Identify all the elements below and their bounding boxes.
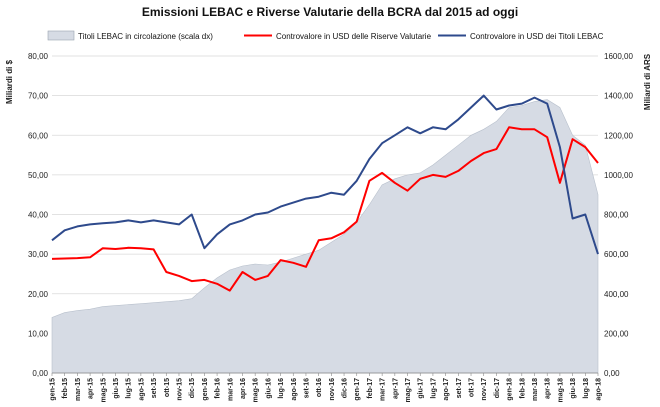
x-tick-label: mag-15: [100, 378, 107, 403]
x-tick-label: dic-15: [189, 378, 196, 398]
x-tick-label: giu-15: [113, 378, 120, 399]
y-left-tick-label: 70,00: [28, 92, 49, 101]
y-left-tick-label: 10,00: [28, 329, 49, 338]
x-tick-label: ago-16: [291, 378, 298, 401]
y-right-tick-label: 1200,00: [604, 131, 633, 140]
y-axis-right: 0,00 200,00 400,00 600,00 800,00 1000,00 1200,…: [604, 52, 633, 378]
x-tick-label: mar-18: [532, 378, 539, 401]
x-tick-label: ott-16: [316, 378, 323, 397]
x-tick-label: set-15: [151, 378, 158, 398]
legend-label-lebac-usd: Controvalore in USD dei Titoli LEBAC: [470, 32, 604, 41]
x-tick-label: giu-16: [265, 378, 272, 399]
x-tick-label: lug-18: [583, 378, 590, 399]
legend: Titoli LEBAC in circolazione (scala dx) …: [47, 30, 604, 41]
x-tick-label: gen-18: [507, 378, 514, 401]
x-tick-label: feb-17: [367, 378, 374, 399]
x-tick-label: nov-16: [329, 378, 336, 401]
x-tick-label: gen-15: [50, 378, 57, 401]
line-layer: [51, 94, 599, 292]
x-tick-label: lug-16: [278, 378, 285, 399]
x-tick-label: apr-15: [88, 378, 95, 399]
x-tick-label: ago-17: [443, 378, 450, 401]
x-tick-label: mag-18: [557, 378, 564, 403]
series-line-lebac-usd: [51, 94, 599, 255]
y-left-tick-label: 40,00: [28, 211, 49, 220]
y-right-tick-label: 200,00: [604, 329, 629, 338]
x-tick-label: feb-18: [519, 378, 526, 399]
x-tick-label: nov-15: [177, 378, 184, 401]
x-tick-label: dic-17: [494, 378, 501, 398]
y-axis-left-title: Miliardi di $: [5, 59, 14, 104]
y-left-tick-label: 20,00: [28, 290, 49, 299]
y-right-tick-label: 1000,00: [604, 171, 633, 180]
y-axis-right-title: Miliardi di ARS: [643, 53, 652, 110]
x-tick-label: ago-18: [596, 378, 603, 401]
x-tick-label: lug-15: [126, 378, 133, 399]
chart-title: Emissioni LEBAC e Riverse Valutarie dell…: [142, 5, 518, 19]
y-left-tick-label: 30,00: [28, 250, 49, 259]
x-tick-label: feb-16: [215, 378, 222, 399]
y-right-tick-label: 600,00: [604, 250, 629, 259]
y-left-tick-label: 50,00: [28, 171, 49, 180]
y-right-tick-label: 0,00: [604, 369, 620, 378]
x-tick-label: giu-17: [418, 378, 425, 399]
x-tick-label: mag-16: [253, 378, 260, 403]
x-tick-label: mar-15: [75, 378, 82, 401]
x-tick-label: ott-17: [469, 378, 476, 397]
y-axis-left: 0,00 10,00 20,00 30,00 40,00 50,00 60,00 70,00 8…: [28, 52, 49, 378]
legend-swatch-area: [47, 30, 75, 41]
x-tick-label: nov-17: [481, 378, 488, 401]
y-left-tick-label: 60,00: [28, 131, 49, 140]
x-tick-label: gen-16: [202, 378, 209, 401]
legend-label-reserves: Controvalore in USD delle Riserve Valuta…: [276, 32, 432, 41]
x-tick-label: mag-17: [405, 378, 412, 403]
area-layer: [51, 99, 599, 374]
x-tick-label: ott-15: [164, 378, 171, 397]
x-tick-label: apr-16: [240, 378, 247, 399]
x-tick-label: dic-16: [342, 378, 349, 398]
legend-label-area: Titoli LEBAC in circolazione (scala dx): [78, 32, 213, 41]
x-tick-label: ago-15: [138, 378, 145, 401]
x-tick-label: set-16: [304, 378, 311, 398]
y-right-tick-label: 1400,00: [604, 92, 633, 101]
series-line-reserves-usd: [51, 126, 599, 292]
x-tick-label: lug-17: [430, 378, 437, 399]
x-tick-label: gen-17: [354, 378, 361, 401]
x-tick-label: set-17: [456, 378, 463, 398]
y-right-tick-label: 800,00: [604, 211, 629, 220]
y-left-tick-label: 80,00: [28, 52, 49, 61]
x-tick-label: apr-18: [545, 378, 552, 399]
x-axis: gen-15 feb-15 mar-15 apr-15 mag-15 giu-15 lug-…: [50, 373, 603, 403]
x-tick-label: apr-17: [392, 378, 399, 399]
y-right-tick-label: 1600,00: [604, 52, 633, 61]
x-tick-label: giu-18: [570, 378, 577, 399]
x-tick-label: mar-17: [380, 378, 387, 401]
x-tick-label: mar-16: [227, 378, 234, 401]
y-left-tick-label: 0,00: [32, 369, 48, 378]
series-area-lebac-ars: [51, 99, 599, 374]
y-right-tick-label: 400,00: [604, 290, 629, 299]
x-tick-label: feb-15: [62, 378, 69, 399]
